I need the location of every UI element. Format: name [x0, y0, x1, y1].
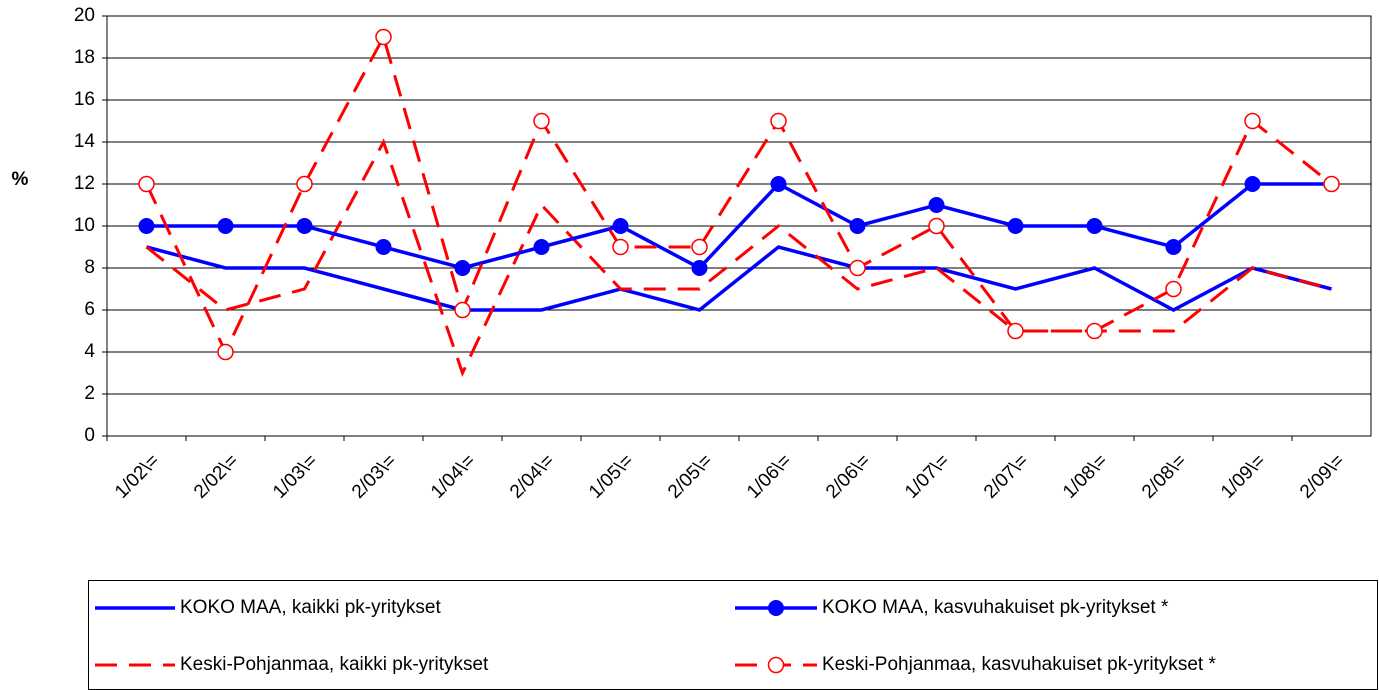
- y-tick-label: 8: [84, 257, 95, 278]
- point: [1086, 218, 1103, 234]
- point: [138, 175, 155, 193]
- y-tick-label: 0: [84, 425, 95, 446]
- point: [1244, 112, 1261, 130]
- series-line: [145, 138, 1332, 377]
- point: [928, 217, 945, 235]
- point: [691, 260, 708, 276]
- y-tick-label: 20: [74, 5, 95, 26]
- y-tick-label: 6: [84, 299, 95, 320]
- point: [849, 259, 866, 277]
- series-line: [145, 33, 1333, 356]
- point: [217, 343, 234, 361]
- point: [1323, 175, 1340, 193]
- series-line: [146, 181, 1332, 271]
- point: [612, 218, 629, 234]
- point: [928, 197, 945, 213]
- point: [1244, 176, 1261, 192]
- y-tick-label: 10: [74, 215, 95, 236]
- series-line: [146, 245, 1332, 312]
- point: [296, 218, 313, 234]
- legend-label: Keski-Pohjanmaa, kaikki pk-yritykset: [180, 654, 489, 675]
- point: [454, 260, 471, 276]
- point: [533, 112, 550, 130]
- point: [770, 112, 787, 130]
- point: [375, 28, 392, 46]
- point: [1086, 322, 1103, 340]
- y-tick-label: 14: [74, 131, 96, 152]
- y-tick-label: 18: [74, 47, 95, 68]
- point: [770, 176, 787, 192]
- point: [1165, 239, 1182, 255]
- point: [612, 238, 629, 256]
- legend-marker: [767, 656, 785, 674]
- point: [1165, 280, 1182, 298]
- point: [454, 301, 471, 319]
- legend-label: KOKO MAA, kaikki pk-yritykset: [180, 597, 441, 618]
- point: [533, 239, 550, 255]
- y-tick-label: 16: [74, 89, 95, 110]
- point: [849, 218, 866, 234]
- point: [375, 239, 392, 255]
- legend-label: Keski-Pohjanmaa, kasvuhakuiset pk-yrityk…: [822, 654, 1216, 675]
- y-tick-label: 4: [84, 341, 95, 362]
- legend-label: KOKO MAA, kasvuhakuiset pk-yritykset *: [822, 597, 1169, 618]
- point: [1007, 218, 1024, 234]
- point: [691, 238, 708, 256]
- y-tick-label: 2: [84, 383, 95, 404]
- y-axis-label: %: [12, 169, 29, 190]
- y-tick-label: 12: [74, 173, 95, 194]
- point: [217, 218, 234, 234]
- point: [296, 175, 313, 193]
- point: [1007, 322, 1024, 340]
- point: [138, 218, 155, 234]
- legend-marker: [768, 600, 784, 616]
